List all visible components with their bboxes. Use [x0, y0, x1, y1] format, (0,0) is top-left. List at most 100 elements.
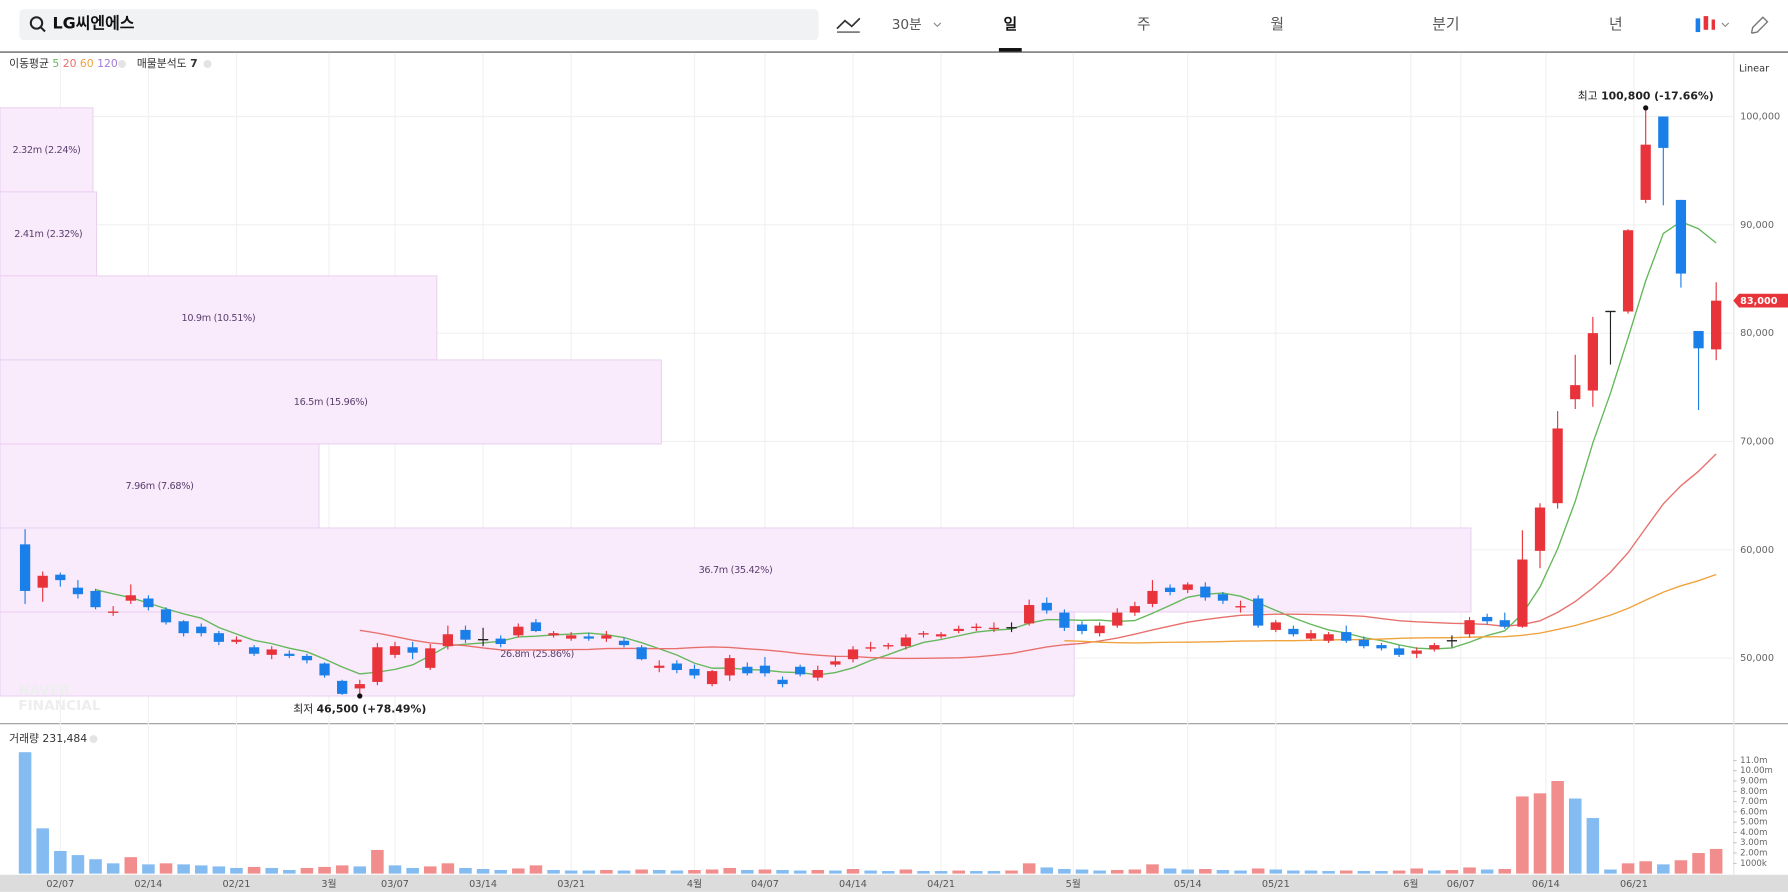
candle-body	[583, 636, 594, 639]
volume-bar	[670, 870, 684, 874]
volume-bar	[793, 870, 807, 874]
candle-body	[19, 544, 31, 591]
volume-bar	[952, 870, 965, 874]
volume-title: 거래량	[9, 732, 39, 745]
candle-body	[1059, 612, 1070, 628]
indicator-close[interactable]	[118, 60, 127, 68]
extreme-annotation: 최저 46,500 (+78.49%)	[293, 703, 426, 716]
ma-period: 20	[63, 57, 77, 70]
candle-body	[1482, 616, 1493, 622]
search-icon-handle	[39, 26, 46, 33]
volume-bar	[124, 857, 138, 874]
period-tab[interactable]: 일	[1003, 16, 1017, 33]
volume-bar	[741, 870, 754, 874]
volume-bar	[1040, 867, 1054, 874]
candle-body	[883, 645, 894, 647]
candle-body	[301, 655, 313, 661]
candle-body	[1288, 628, 1299, 635]
x-tick-label: 06/14	[1532, 879, 1560, 890]
volume-bar	[36, 828, 49, 874]
draw-tool-icon[interactable]	[1750, 16, 1769, 34]
current-price-tag	[1733, 293, 1788, 308]
candle-body	[759, 665, 771, 674]
volume-bar	[1339, 870, 1353, 874]
candle-body	[55, 574, 66, 581]
annotation-value: 100,800 (-17.66%)	[1601, 89, 1714, 102]
search-text[interactable]: LG씨엔에스	[52, 14, 134, 33]
ma-period: 60	[80, 57, 94, 70]
candle-body	[389, 646, 401, 655]
indicator-close[interactable]	[89, 735, 98, 744]
scale-mode[interactable]: Linear	[1739, 64, 1769, 75]
volume-bar	[1146, 864, 1159, 874]
volume-bar	[529, 865, 543, 874]
volume-bar	[600, 870, 613, 874]
search-box[interactable]	[19, 9, 819, 41]
x-tick-label: 3월	[321, 878, 336, 890]
candle-body	[566, 635, 577, 639]
indicator-close[interactable]	[203, 60, 212, 68]
volume-bar	[723, 867, 736, 874]
volume-bar	[1568, 798, 1582, 874]
candle-body	[319, 663, 330, 676]
volume-bar	[1445, 870, 1459, 874]
volume-bar	[1357, 871, 1371, 874]
chart-style-icon[interactable]	[836, 17, 861, 33]
volume-tick-label: 5.00m	[1740, 818, 1767, 828]
candle-body	[1270, 622, 1281, 630]
candle-body	[1112, 612, 1123, 626]
x-tick-label: 4월	[687, 878, 702, 890]
candle-body	[1464, 620, 1475, 635]
search-icon[interactable]	[29, 16, 44, 30]
candle-body	[266, 649, 277, 655]
volume-bar	[829, 870, 842, 874]
candle-body	[830, 661, 841, 665]
volume-bar	[1674, 860, 1688, 874]
candle-type-icon[interactable]	[1695, 16, 1730, 33]
interval-chevron[interactable]	[933, 22, 942, 28]
candle-body	[671, 663, 682, 671]
volume-bar	[688, 870, 701, 874]
indicator-legend: 이동평균 5 20 60 120	[9, 57, 118, 70]
x-tick-label: 03/07	[381, 879, 409, 890]
x-tick-label: 05/14	[1174, 879, 1202, 890]
candle-body	[72, 587, 84, 595]
candle-body	[1499, 620, 1510, 627]
volume-bar	[1304, 870, 1318, 874]
x-tick-label: 05/21	[1262, 879, 1290, 890]
toolbar: LG씨엔에스 30분 일 주 월 분기 년	[0, 0, 1788, 53]
period-tab[interactable]: 월	[1270, 16, 1284, 33]
annotation-prefix: 최저	[293, 703, 313, 716]
interval-select[interactable]: 30분	[892, 17, 922, 33]
period-tab[interactable]: 분기	[1432, 16, 1459, 33]
candle-body	[865, 647, 876, 649]
candle-body	[231, 639, 242, 642]
volume-bar	[1322, 871, 1335, 874]
candle-body	[178, 621, 189, 634]
volume-bar	[1199, 868, 1212, 874]
candle-body	[1675, 199, 1687, 274]
candle-body	[513, 626, 524, 636]
candle-body	[953, 628, 964, 632]
volume-bar	[283, 870, 296, 874]
x-tick-label: 02/07	[46, 879, 74, 890]
x-tick-label: 03/14	[469, 879, 497, 890]
volume-tick-label: 7.00m	[1740, 797, 1767, 807]
pencil	[1750, 16, 1769, 34]
candle-body	[1006, 627, 1017, 629]
candle-body	[1182, 584, 1193, 590]
icon-candle-red	[1703, 16, 1709, 30]
candle-body	[900, 637, 911, 647]
period-tab[interactable]: 주	[1137, 16, 1151, 33]
period-tab[interactable]: 년	[1609, 16, 1623, 33]
candle-body	[425, 648, 436, 668]
candle-body	[1200, 586, 1211, 598]
volume-bar	[776, 870, 789, 874]
volume-bar	[159, 863, 173, 874]
volume-bar	[1692, 853, 1705, 874]
candle-body	[213, 633, 224, 642]
volume-bar	[54, 850, 67, 874]
volume-profile-bar	[0, 191, 98, 277]
volume-bar	[89, 859, 102, 874]
